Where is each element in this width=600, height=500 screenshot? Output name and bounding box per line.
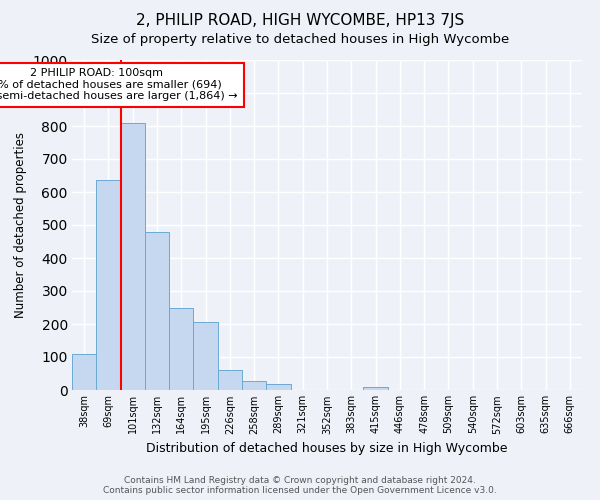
Text: 2 PHILIP ROAD: 100sqm
← 27% of detached houses are smaller (694)
72% of semi-det: 2 PHILIP ROAD: 100sqm ← 27% of detached … [0, 68, 238, 102]
Bar [169, 308, 193, 390]
Y-axis label: Number of detached properties: Number of detached properties [14, 132, 27, 318]
Bar [193, 322, 218, 390]
Bar [72, 354, 96, 390]
Bar [242, 381, 266, 390]
Bar [364, 386, 388, 390]
Bar [121, 122, 145, 390]
Text: Contains HM Land Registry data © Crown copyright and database right 2024.
Contai: Contains HM Land Registry data © Crown c… [103, 476, 497, 495]
Bar [218, 370, 242, 390]
Bar [145, 232, 169, 390]
Bar [96, 180, 121, 390]
Text: Size of property relative to detached houses in High Wycombe: Size of property relative to detached ho… [91, 32, 509, 46]
Bar [266, 384, 290, 390]
X-axis label: Distribution of detached houses by size in High Wycombe: Distribution of detached houses by size … [146, 442, 508, 455]
Text: 2, PHILIP ROAD, HIGH WYCOMBE, HP13 7JS: 2, PHILIP ROAD, HIGH WYCOMBE, HP13 7JS [136, 12, 464, 28]
